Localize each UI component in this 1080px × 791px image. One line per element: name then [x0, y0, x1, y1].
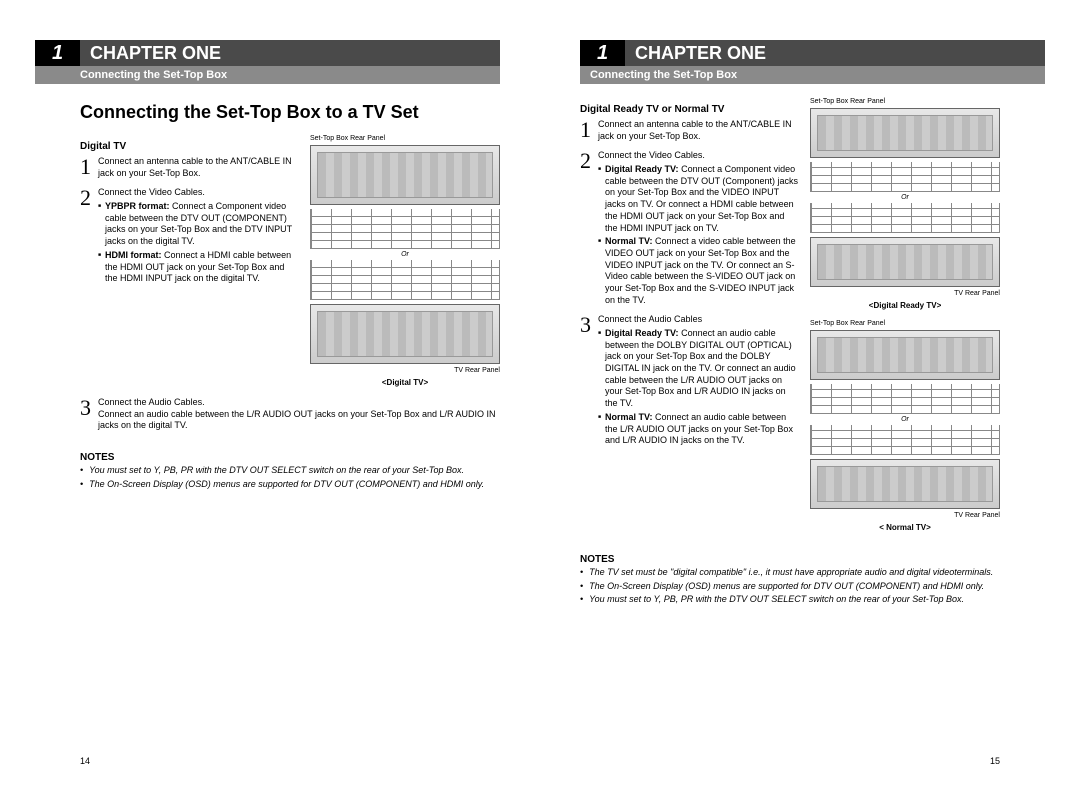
step-2: 2 Connect the Video Cables. YPBPR format…	[80, 187, 298, 285]
note-item: The On-Screen Display (OSD) menus are su…	[580, 581, 1000, 593]
bullet-text: Connect an audio cable between the DOLBY…	[605, 328, 796, 408]
notes-heading: NOTES	[580, 554, 1000, 565]
chapter-header: 1 CHAPTER ONE	[35, 40, 500, 66]
step-body: Connect the Audio Cables Digital Ready T…	[598, 314, 798, 447]
sub-header: Connecting the Set-Top Box	[580, 66, 1045, 84]
diagram-label: TV Rear Panel	[810, 290, 1000, 297]
digital-tv-heading: Digital TV	[80, 141, 298, 152]
diagram-tv-rear	[310, 304, 500, 364]
bullet-text: Connect a video cable between the VIDEO …	[605, 236, 796, 304]
bullet-item: Normal TV: Connect a video cable between…	[598, 236, 798, 306]
diagram-settop-rear	[310, 145, 500, 205]
diagram-settop-rear	[810, 108, 1000, 158]
diagram-caption: <Digital TV>	[310, 378, 500, 387]
diagram-caption: <Digital Ready TV>	[810, 301, 1000, 310]
step-intro: Connect the Video Cables.	[98, 187, 298, 199]
section-title: Connecting the Set-Top Box to a TV Set	[80, 102, 500, 123]
diagram-tv-rear	[810, 459, 1000, 509]
diagram-cables	[810, 203, 1000, 233]
note-item: You must set to Y, PB, PR with the DTV O…	[580, 594, 1000, 606]
content-columns: Digital TV 1 Connect an antenna cable to…	[80, 135, 500, 397]
diagram-label: Set-Top Box Rear Panel	[810, 98, 1000, 105]
diagram-settop-rear	[810, 330, 1000, 380]
step-text: Connect an audio cable between the L/R A…	[98, 409, 500, 432]
step-body: Connect the Video Cables. YPBPR format: …	[98, 187, 298, 285]
chapter-number: 1	[35, 40, 80, 66]
sub-header: Connecting the Set-Top Box	[35, 66, 500, 84]
step-number: 1	[580, 119, 598, 142]
notes-heading: NOTES	[80, 452, 500, 463]
text-column: Digital Ready TV or Normal TV 1 Connect …	[580, 98, 798, 542]
or-label: Or	[810, 416, 1000, 423]
diagram-cables	[310, 260, 500, 300]
diagram-label: TV Rear Panel	[310, 367, 500, 374]
page-15: 1 CHAPTER ONE Connecting the Set-Top Box…	[540, 0, 1080, 791]
bullet-label: YPBPR format:	[105, 201, 170, 211]
step-number: 2	[580, 150, 598, 306]
bullet-label: Normal TV:	[605, 412, 653, 422]
chapter-title: CHAPTER ONE	[625, 40, 1045, 66]
bullet-label: Digital Ready TV:	[605, 328, 679, 338]
step-1: 1 Connect an antenna cable to the ANT/CA…	[80, 156, 298, 179]
step-intro: Connect the Video Cables.	[598, 150, 798, 162]
or-label: Or	[810, 194, 1000, 201]
step-intro: Connect the Audio Cables.	[98, 397, 500, 409]
diagram-cables	[810, 384, 1000, 414]
step-text: Connect an antenna cable to the ANT/CABL…	[598, 119, 798, 142]
diagram-label: Set-Top Box Rear Panel	[310, 135, 500, 142]
bullet-item: Digital Ready TV: Connect an audio cable…	[598, 328, 798, 410]
content-columns: Digital Ready TV or Normal TV 1 Connect …	[580, 98, 1000, 542]
digital-ready-heading: Digital Ready TV or Normal TV	[580, 104, 798, 115]
diagram-label: Set-Top Box Rear Panel	[810, 320, 1000, 327]
note-item: You must set to Y, PB, PR with the DTV O…	[80, 465, 500, 477]
bullet-text: Connect a Component video cable between …	[605, 164, 798, 232]
bullet-item: Normal TV: Connect an audio cable betwee…	[598, 412, 798, 447]
page-number: 15	[990, 756, 1000, 766]
chapter-title: CHAPTER ONE	[80, 40, 500, 66]
page-number: 14	[80, 756, 90, 766]
step-body: Connect the Audio Cables. Connect an aud…	[98, 397, 500, 432]
diagram-column: Set-Top Box Rear Panel Or TV Rear Panel …	[810, 98, 1000, 542]
diagram-caption: < Normal TV>	[810, 523, 1000, 532]
bullet-label: HDMI format:	[105, 250, 162, 260]
step-2: 2 Connect the Video Cables. Digital Read…	[580, 150, 798, 306]
step-number: 1	[80, 156, 98, 179]
bullet-item: Digital Ready TV: Connect a Component vi…	[598, 164, 798, 234]
bullet-label: Digital Ready TV:	[605, 164, 679, 174]
step-text: Connect an antenna cable to the ANT/CABL…	[98, 156, 298, 179]
step-1: 1 Connect an antenna cable to the ANT/CA…	[580, 119, 798, 142]
step-number: 3	[580, 314, 598, 447]
bullet-item: YPBPR format: Connect a Component video …	[98, 201, 298, 248]
diagram-cables	[310, 209, 500, 249]
diagram-cables	[810, 162, 1000, 192]
chapter-number: 1	[580, 40, 625, 66]
or-label: Or	[310, 251, 500, 258]
diagram-label: TV Rear Panel	[810, 512, 1000, 519]
step-intro: Connect the Audio Cables	[598, 314, 798, 326]
bullet-item: HDMI format: Connect a HDMI cable betwee…	[98, 250, 298, 285]
bullet-label: Normal TV:	[605, 236, 653, 246]
step-body: Connect the Video Cables. Digital Ready …	[598, 150, 798, 306]
chapter-header: 1 CHAPTER ONE	[580, 40, 1045, 66]
step-3: 3 Connect the Audio Cables. Connect an a…	[80, 397, 500, 432]
step-number: 2	[80, 187, 98, 285]
diagram-column: Set-Top Box Rear Panel Or TV Rear Panel …	[310, 135, 500, 397]
step-number: 3	[80, 397, 98, 432]
diagram-tv-rear	[810, 237, 1000, 287]
note-item: The On-Screen Display (OSD) menus are su…	[80, 479, 500, 491]
step-3: 3 Connect the Audio Cables Digital Ready…	[580, 314, 798, 447]
diagram-cables	[810, 425, 1000, 455]
text-column: Digital TV 1 Connect an antenna cable to…	[80, 135, 298, 397]
page-14: 1 CHAPTER ONE Connecting the Set-Top Box…	[0, 0, 540, 791]
note-item: The TV set must be "digital compatible" …	[580, 567, 1000, 579]
